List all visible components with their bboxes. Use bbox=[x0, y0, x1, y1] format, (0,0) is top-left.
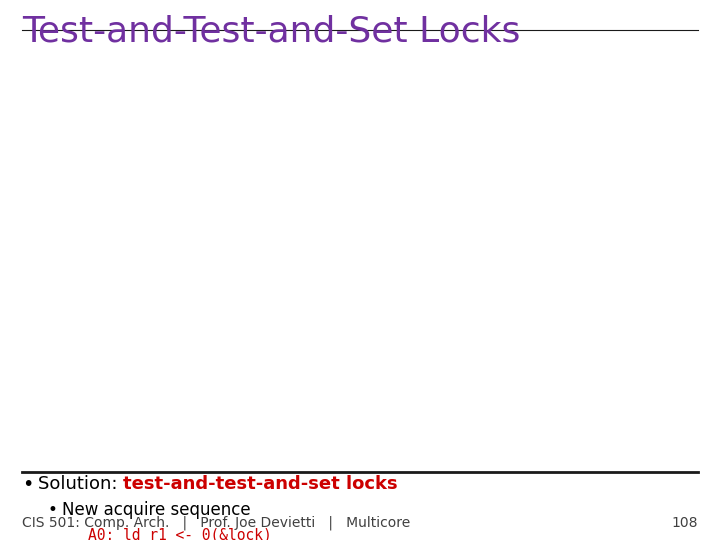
Text: •: • bbox=[48, 501, 58, 519]
Text: New acquire sequence: New acquire sequence bbox=[62, 501, 251, 519]
Text: A0: ld r1 <- 0(&lock): A0: ld r1 <- 0(&lock) bbox=[88, 527, 271, 540]
Text: •: • bbox=[22, 475, 33, 494]
Text: Solution:: Solution: bbox=[38, 475, 123, 493]
Text: 108: 108 bbox=[672, 516, 698, 530]
Text: test-and-test-and-set locks: test-and-test-and-set locks bbox=[123, 475, 398, 493]
Text: Test-and-Test-and-Set Locks: Test-and-Test-and-Set Locks bbox=[22, 15, 521, 49]
Text: CIS 501: Comp. Arch.   |   Prof. Joe Devietti   |   Multicore: CIS 501: Comp. Arch. | Prof. Joe Deviett… bbox=[22, 516, 410, 530]
